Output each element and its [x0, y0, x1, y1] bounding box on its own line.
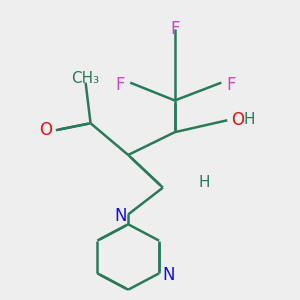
- Text: F: F: [116, 76, 125, 94]
- Text: F: F: [170, 20, 179, 38]
- Text: F: F: [226, 76, 236, 94]
- Text: O: O: [39, 121, 52, 139]
- Text: CH₃: CH₃: [71, 71, 100, 86]
- Text: H: H: [199, 175, 210, 190]
- Text: H: H: [243, 112, 255, 127]
- Text: N: N: [114, 207, 127, 225]
- Text: N: N: [163, 266, 175, 284]
- Text: O: O: [231, 111, 244, 129]
